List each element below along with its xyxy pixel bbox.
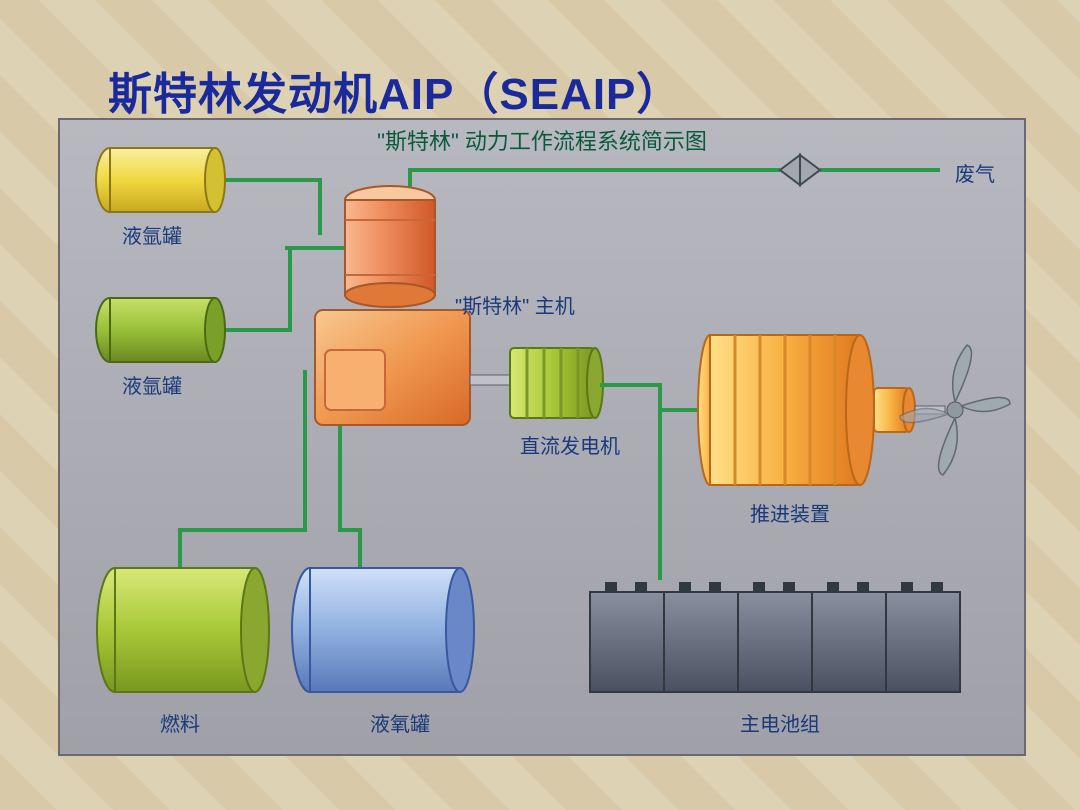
diagram-container: "斯特林" 动力工作流程系统简示图 <box>58 118 1026 756</box>
label-engine: "斯特林" 主机 <box>455 290 615 319</box>
slide: 斯特林发动机AIP（SEAIP） "斯特林" 动力工作流程系统简示图 <box>0 0 1080 810</box>
label-propulsion: 推进装置 <box>720 498 860 527</box>
label-battery: 主电池组 <box>720 708 840 737</box>
dc-generator <box>510 348 700 580</box>
tank-green <box>96 298 225 362</box>
battery-bank <box>590 582 960 692</box>
label-exhaust: 废气 <box>940 158 1010 187</box>
label-tank-yellow: 液氩罐 <box>102 220 202 249</box>
fuel-tank <box>97 568 269 692</box>
lox-tank <box>292 568 474 692</box>
label-tank-green: 液氩罐 <box>102 370 202 399</box>
propeller-icon <box>900 345 1010 475</box>
page-title: 斯特林发动机AIP（SEAIP） <box>108 58 681 122</box>
label-lox: 液氧罐 <box>340 708 460 737</box>
label-generator: 直流发电机 <box>500 430 640 459</box>
propulsion-motor <box>698 335 1010 485</box>
tank-yellow <box>96 148 225 212</box>
exhaust-valve <box>780 155 820 185</box>
label-fuel: 燃料 <box>130 708 230 737</box>
